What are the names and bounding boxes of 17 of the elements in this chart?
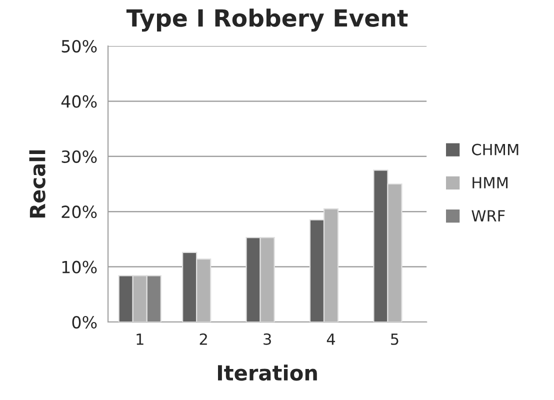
- legend-label: CHMM: [472, 144, 518, 156]
- legend-label: HMM: [472, 177, 508, 188]
- x-tick-label: 4: [326, 334, 336, 345]
- x-axis-title: Iteration: [218, 364, 317, 381]
- legend-label: WRF: [472, 210, 505, 222]
- y-tick-label: 0%: [72, 316, 97, 329]
- x-tick-label: 1: [136, 334, 144, 345]
- chart-title: Type I Robbery Event: [126, 8, 408, 32]
- y-tick-label: 40%: [61, 95, 97, 108]
- y-tick-label: 20%: [62, 206, 97, 218]
- y-axis-title: Recall: [29, 150, 46, 218]
- x-tick-label: 2: [200, 333, 207, 345]
- y-tick-label: 50%: [62, 40, 97, 53]
- x-tick-label: 5: [391, 334, 398, 345]
- y-tick-label: 30%: [62, 150, 97, 163]
- x-tick-label: 3: [264, 333, 271, 345]
- y-tick-label: 10%: [62, 260, 97, 274]
